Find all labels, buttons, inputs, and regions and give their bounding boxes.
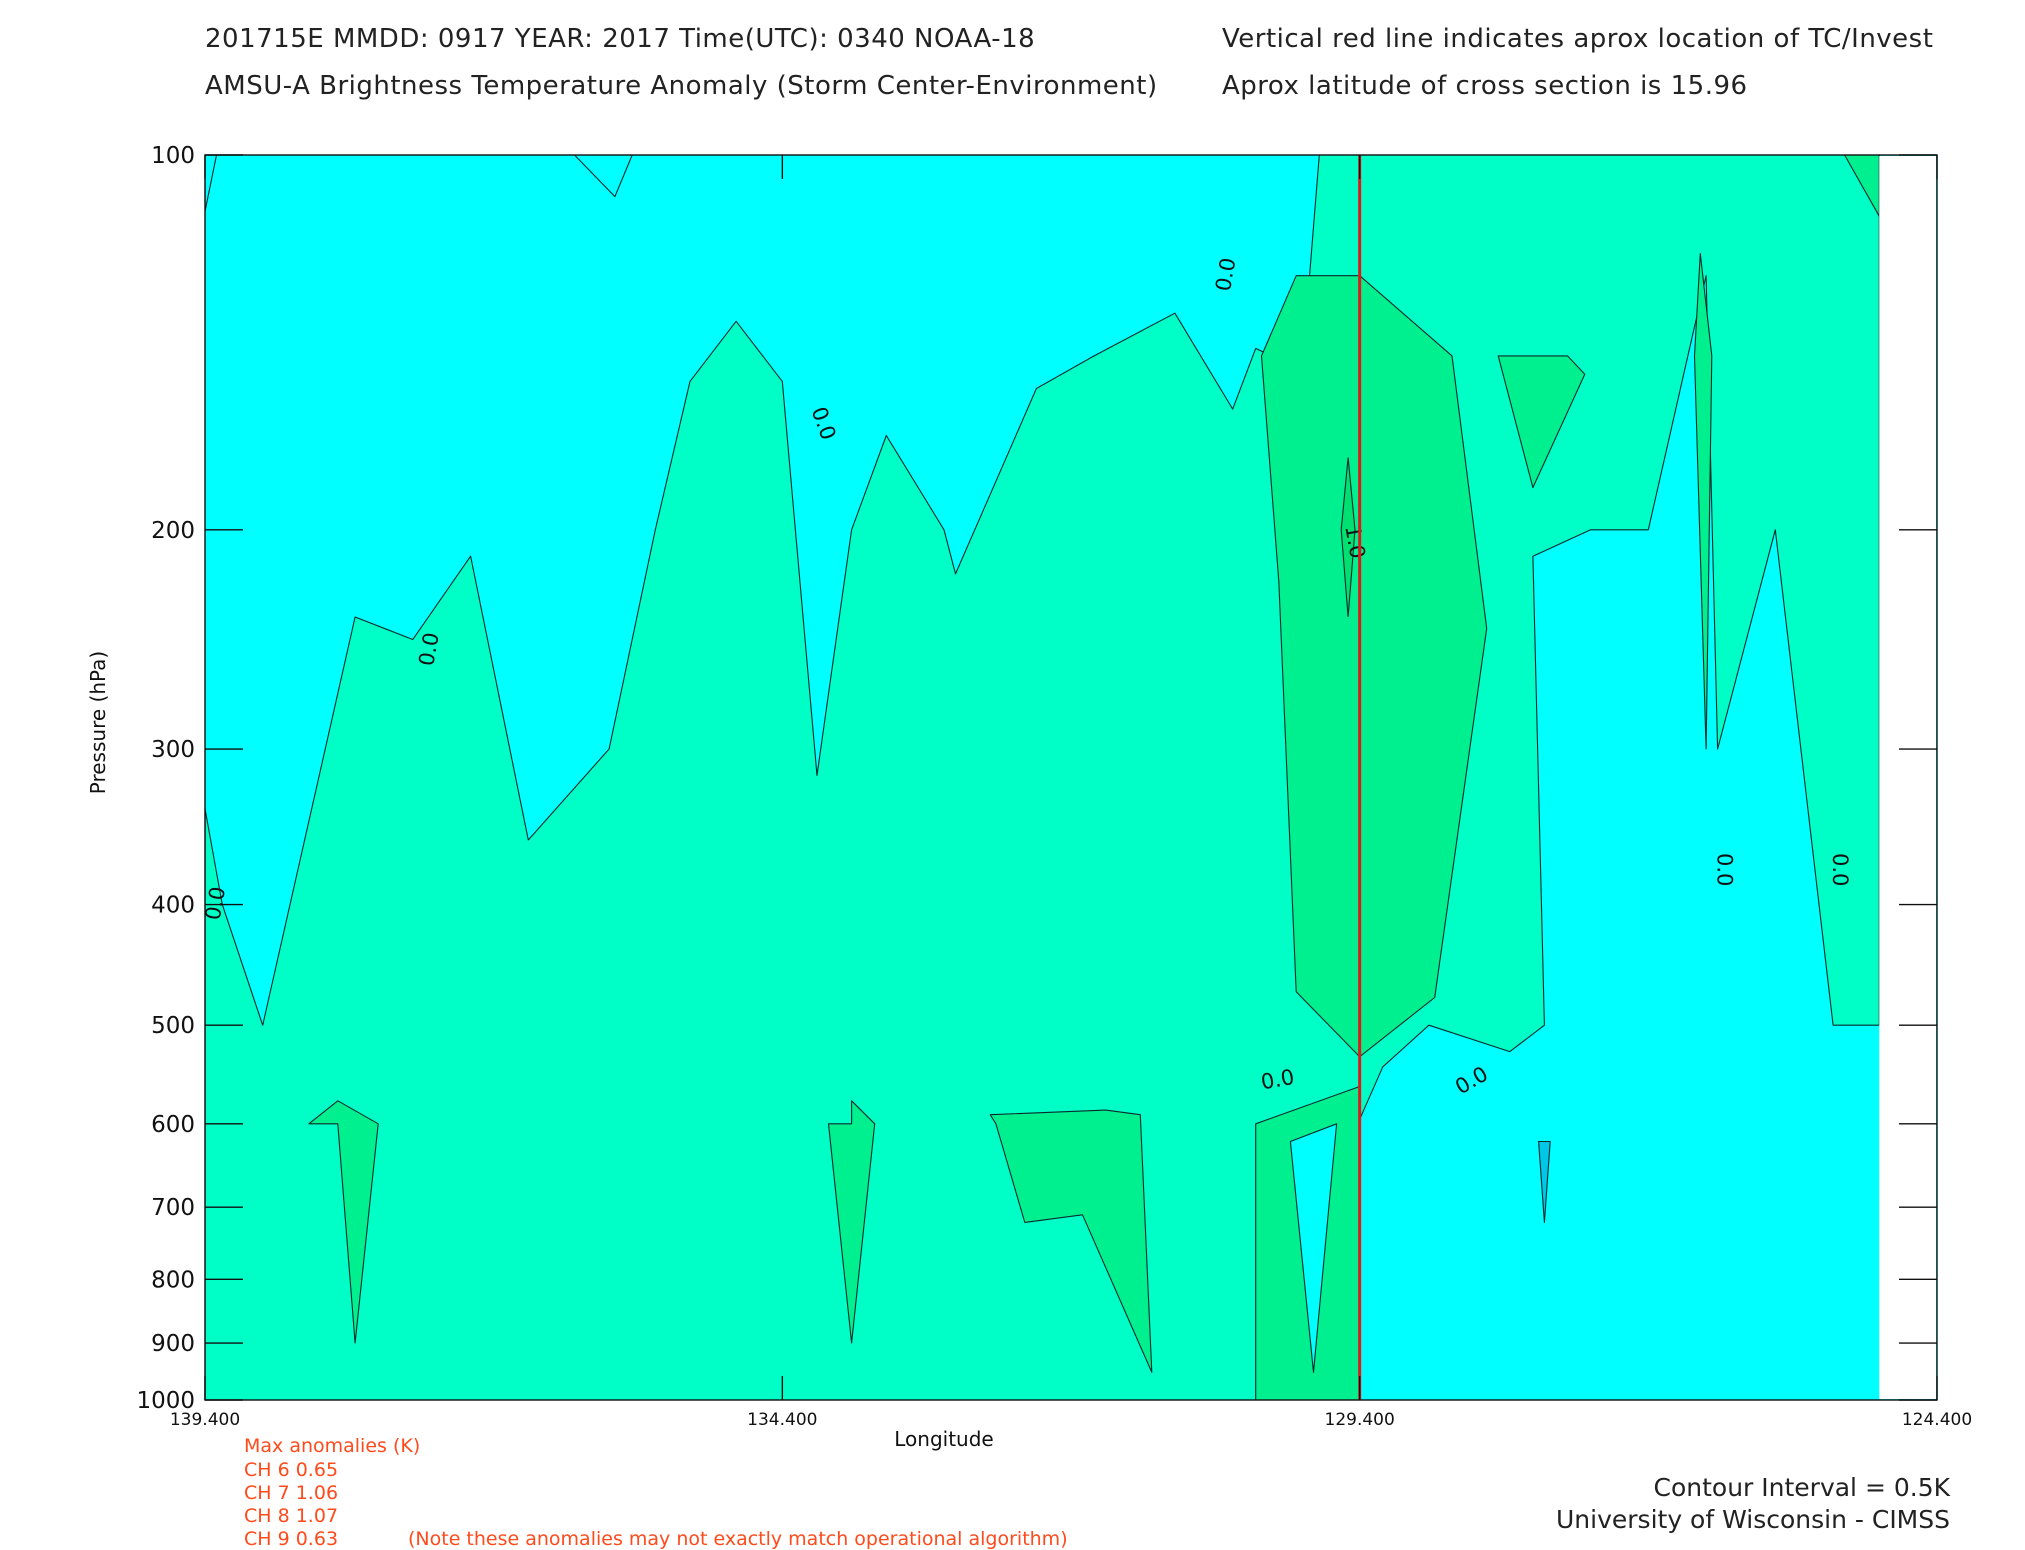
x-axis-label: Longitude bbox=[894, 1427, 993, 1451]
plot-area: 0.00.00.00.01.00.0 0.00.0 0.0 bbox=[201, 154, 1938, 1401]
anomaly-ch8: CH 8 1.07 bbox=[244, 1505, 338, 1527]
y-tick-label: 200 bbox=[151, 518, 195, 544]
contour-band-11 bbox=[1289, 1123, 1338, 1373]
anomaly-ch9: CH 9 0.63 bbox=[244, 1528, 338, 1550]
y-tick-label: 700 bbox=[151, 1195, 195, 1221]
y-axis: 100 200 300 400 500 600 700 800 900 1000 bbox=[136, 143, 1937, 1414]
contour-label: 0.0 bbox=[1713, 853, 1737, 886]
y-axis-label: Pressure (hPa) bbox=[86, 651, 110, 794]
y-tick-label: 800 bbox=[151, 1267, 195, 1293]
contour-band-5 bbox=[989, 1109, 1153, 1373]
x-tick-label: 129.400 bbox=[1325, 1410, 1395, 1430]
institution-text: University of Wisconsin - CIMSS bbox=[1556, 1505, 1950, 1534]
plot-frame bbox=[204, 154, 1938, 1401]
y-tick-label: 500 bbox=[151, 1013, 195, 1039]
contour-band-3 bbox=[308, 1100, 379, 1344]
y-tick-label: 300 bbox=[151, 737, 195, 763]
contour-interval-text: Contour Interval = 0.5K bbox=[1654, 1473, 1951, 1502]
contour-fill-layer bbox=[204, 154, 1880, 1401]
y-tick-label: 400 bbox=[151, 893, 195, 919]
anomaly-note: (Note these anomalies may not exactly ma… bbox=[408, 1528, 1068, 1550]
x-tick-label: 134.400 bbox=[747, 1410, 817, 1430]
y-tick-label: 100 bbox=[151, 143, 195, 169]
contour-band-7 bbox=[1693, 253, 1713, 750]
y-tick-label: 1000 bbox=[136, 1388, 195, 1414]
header-line1-left: 201715E MMDD: 0917 YEAR: 2017 Time(UTC):… bbox=[205, 24, 1035, 54]
no-data-strip bbox=[1879, 156, 1936, 1399]
header-line2-right: Aprox latitude of cross section is 15.96 bbox=[1222, 71, 1748, 101]
peak-1.0-contour bbox=[1340, 457, 1356, 618]
contour-band-2 bbox=[1260, 275, 1488, 1058]
contour-band-12 bbox=[1538, 1140, 1551, 1223]
contour-label: 0.0 bbox=[414, 631, 443, 668]
y-tick-label: 900 bbox=[151, 1331, 195, 1357]
max-anomalies-title: Max anomalies (K) bbox=[244, 1435, 420, 1457]
contour-label: 0.0 bbox=[1211, 256, 1240, 293]
x-tick-label: 139.400 bbox=[170, 1410, 240, 1430]
contour-band-6 bbox=[1497, 355, 1586, 489]
x-tick-label: 124.400 bbox=[1902, 1410, 1972, 1430]
anomaly-ch7: CH 7 1.06 bbox=[244, 1482, 338, 1504]
anomaly-ch6: CH 6 0.65 bbox=[244, 1459, 338, 1481]
header-line2-left: AMSU-A Brightness Temperature Anomaly (S… bbox=[205, 71, 1158, 101]
header-line1-right: Vertical red line indicates aprox locati… bbox=[1222, 24, 1933, 54]
contour-label: 1.0 bbox=[1340, 523, 1369, 560]
contour-label: 0.0 bbox=[1259, 1065, 1296, 1094]
y-tick-label: 600 bbox=[151, 1112, 195, 1138]
contour-label: 0.0 bbox=[1828, 853, 1852, 886]
contour-band-4 bbox=[827, 1100, 876, 1344]
x-axis: 139.400 134.400 129.400 124.400 bbox=[170, 155, 1972, 1430]
